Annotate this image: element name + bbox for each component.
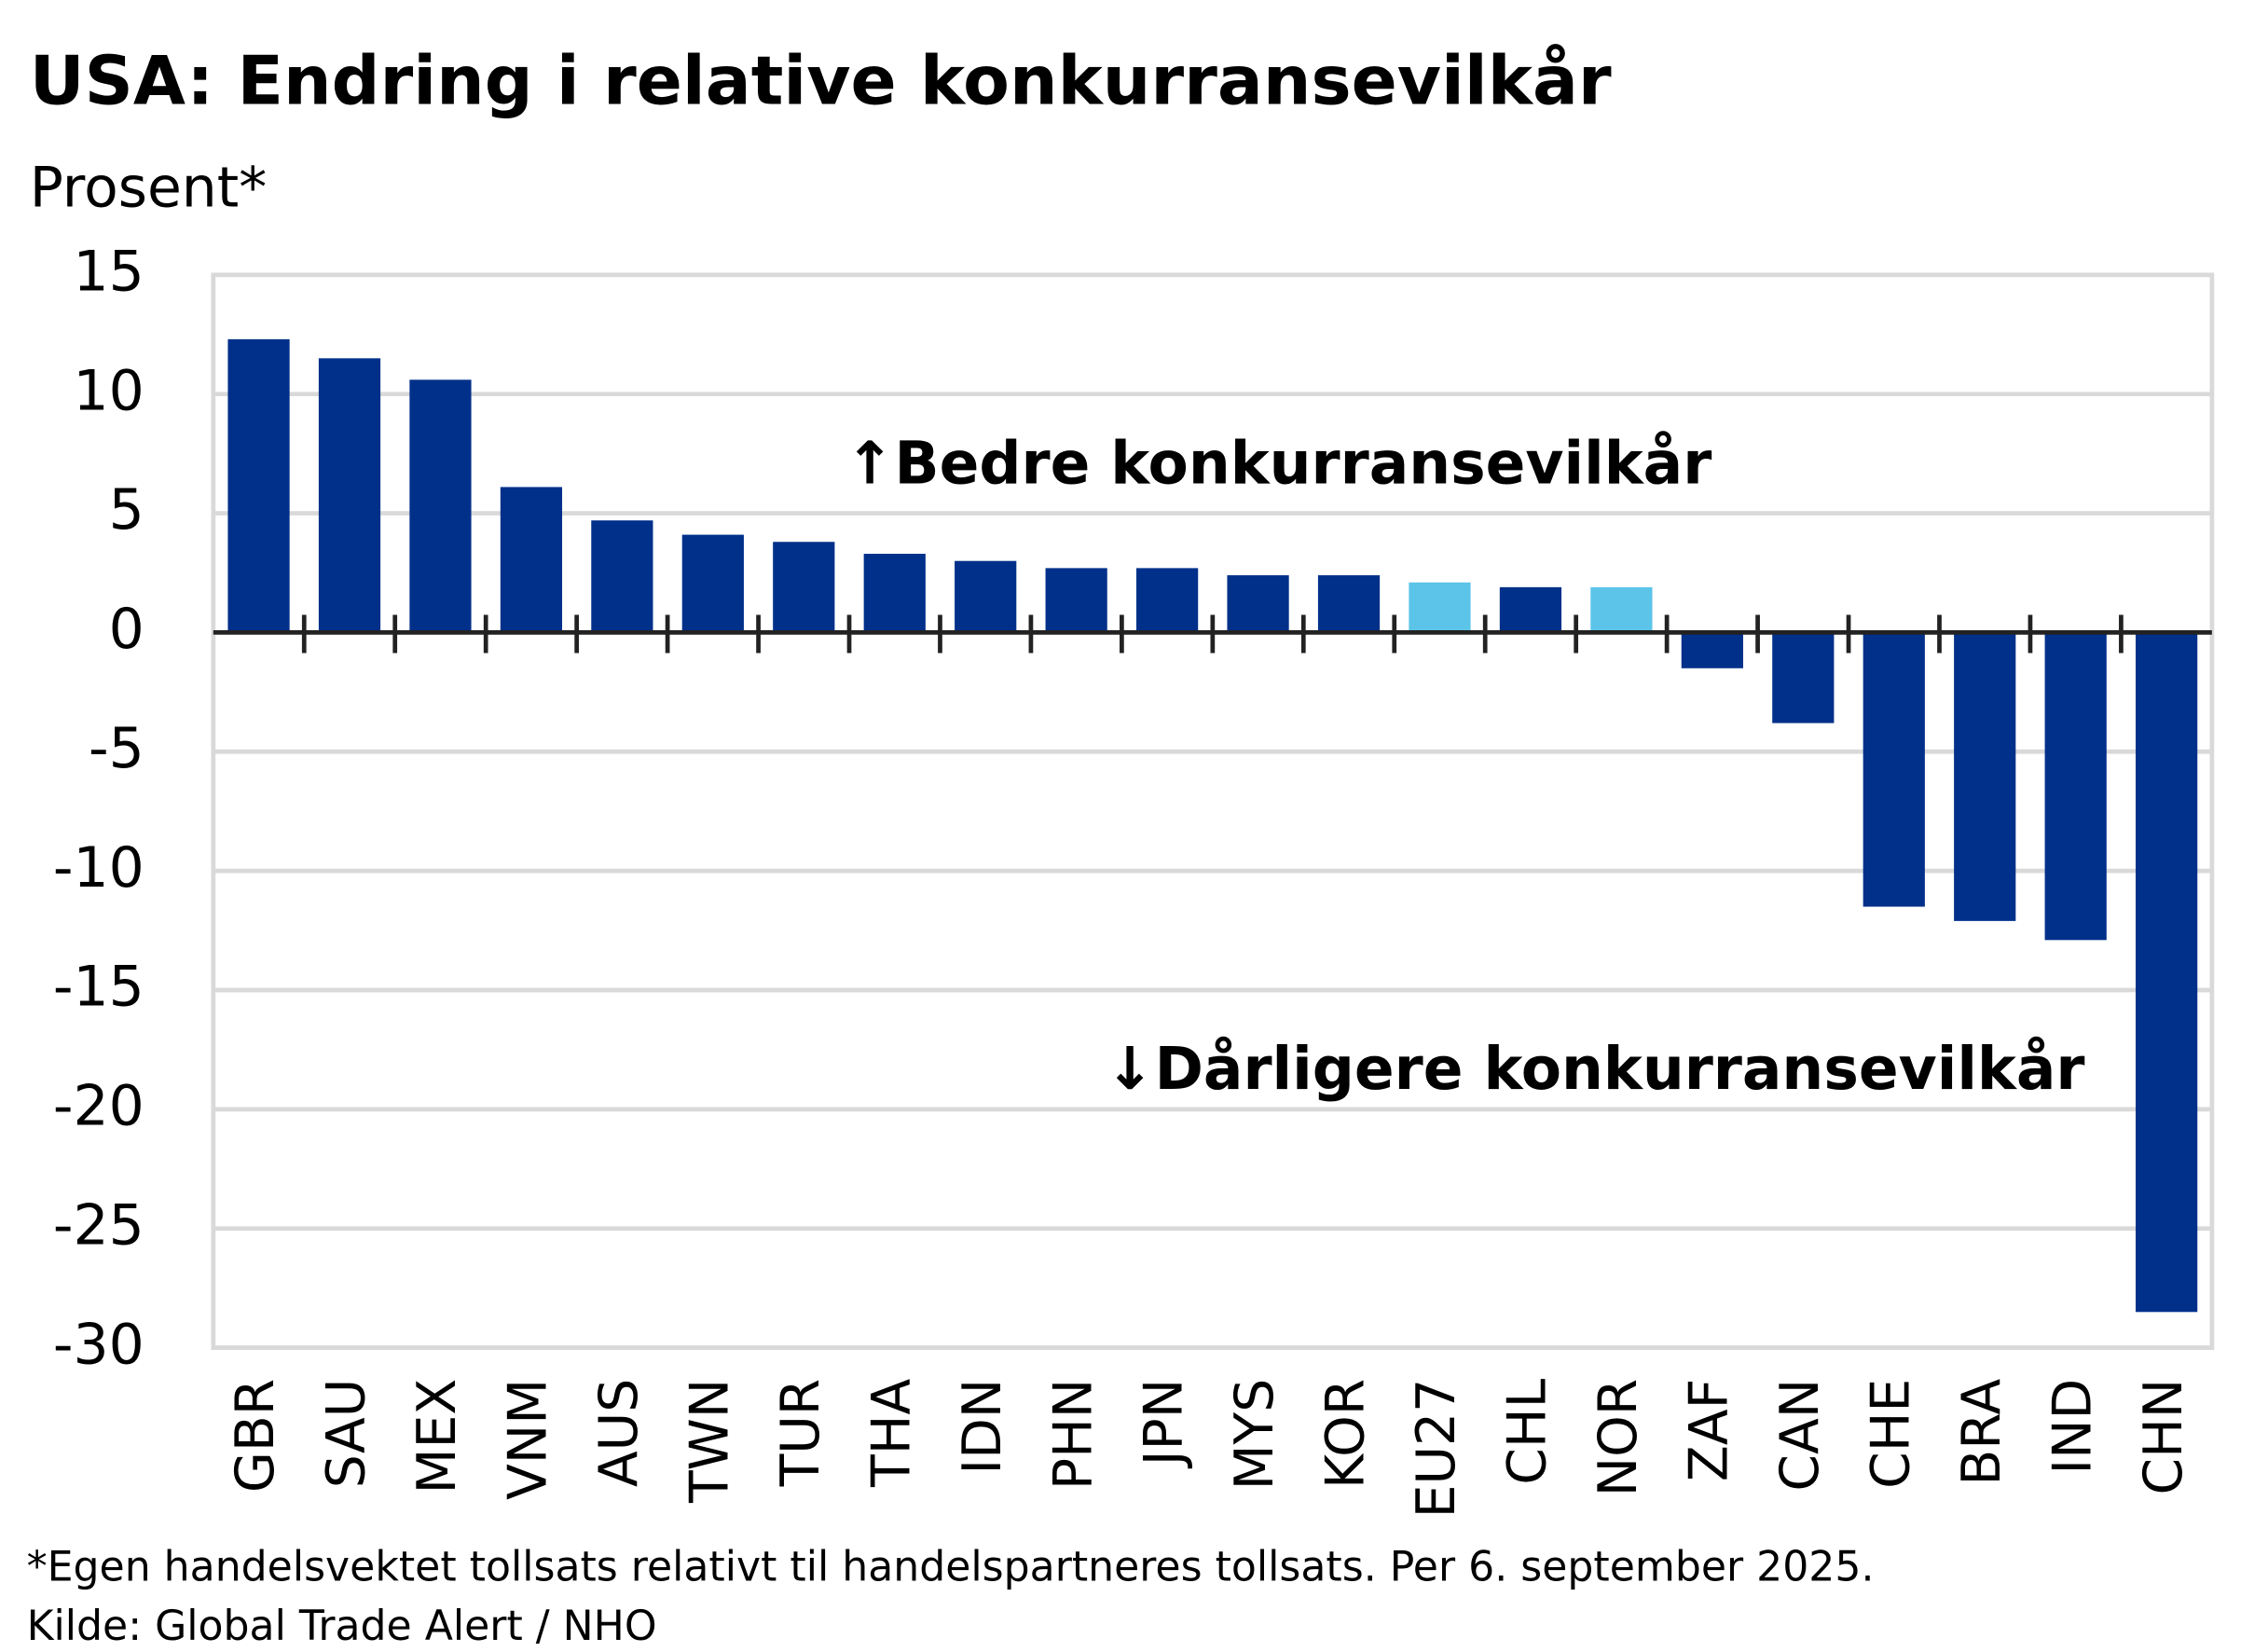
x-tick-label: IND bbox=[2041, 1379, 2103, 1475]
x-tick-label: CHL bbox=[1497, 1378, 1559, 1484]
y-tick-label: 10 bbox=[74, 358, 144, 423]
bar bbox=[1227, 575, 1289, 633]
x-tick-label: GBR bbox=[225, 1379, 286, 1493]
bar bbox=[1590, 586, 1653, 633]
x-tick-label: NOR bbox=[1588, 1379, 1649, 1497]
bar bbox=[2136, 632, 2198, 1313]
annotation: ↑Bedre konkurransevilkår bbox=[845, 428, 1712, 497]
y-tick-label: 15 bbox=[74, 239, 144, 304]
x-tick-label: EU27 bbox=[1406, 1379, 1467, 1519]
bar bbox=[681, 534, 744, 633]
bar bbox=[773, 542, 835, 633]
bar bbox=[318, 358, 381, 633]
chart-title: USA: Endring i relative konkurransevilkå… bbox=[30, 42, 1612, 120]
x-tick-label: MYS bbox=[1224, 1379, 1285, 1491]
y-tick-label: -10 bbox=[53, 835, 144, 901]
bar bbox=[227, 338, 290, 633]
y-tick-label: -15 bbox=[53, 955, 144, 1020]
footnote: *Egen handelsvektet tollsats relativt ti… bbox=[27, 1544, 1875, 1591]
bar bbox=[409, 379, 472, 633]
bar bbox=[1045, 568, 1107, 633]
y-tick-label: 0 bbox=[109, 597, 144, 662]
y-tick-label: 5 bbox=[109, 477, 144, 543]
x-tick-label: KOR bbox=[1315, 1379, 1377, 1489]
bar bbox=[1681, 632, 1743, 668]
source: Kilde: Global Trade Alert / NHO bbox=[27, 1603, 657, 1650]
x-tick-label: VNM bbox=[498, 1379, 559, 1500]
y-tick-label: -5 bbox=[89, 716, 144, 781]
x-tick-label: CHN bbox=[2133, 1379, 2194, 1495]
x-tick-label: TWN bbox=[679, 1379, 740, 1504]
x-tick-label: CAN bbox=[1769, 1379, 1831, 1492]
y-tick-label: -30 bbox=[53, 1312, 144, 1377]
x-tick-label: CHE bbox=[1860, 1379, 1921, 1489]
bar bbox=[1954, 632, 2016, 921]
y-tick-label: -25 bbox=[53, 1192, 144, 1258]
x-tick-label: AUS bbox=[588, 1379, 650, 1487]
x-tick-label: SAU bbox=[316, 1379, 378, 1488]
x-tick-label: ZAF bbox=[1678, 1379, 1739, 1481]
bar bbox=[1136, 568, 1199, 633]
x-tick-label: IDN bbox=[952, 1379, 1013, 1475]
chart-subtitle: Prosent* bbox=[30, 156, 267, 221]
bar bbox=[955, 560, 1017, 633]
x-tick-label: TUR bbox=[770, 1379, 832, 1488]
y-tick-label: -20 bbox=[53, 1074, 144, 1139]
bar bbox=[1772, 632, 1835, 723]
bar bbox=[1499, 586, 1562, 633]
annotation: ↓Dårligere konkurransevilkår bbox=[1106, 1034, 2085, 1103]
bar bbox=[591, 520, 653, 633]
x-tick-label: JPN bbox=[1134, 1379, 1195, 1468]
bar bbox=[2044, 632, 2107, 941]
bar bbox=[1863, 632, 1925, 907]
bar bbox=[1317, 575, 1381, 633]
bar bbox=[1409, 582, 1471, 633]
bar bbox=[863, 554, 926, 633]
x-tick-label: MEX bbox=[406, 1379, 468, 1494]
bars bbox=[227, 338, 2198, 1313]
x-tick-label: THA bbox=[860, 1379, 922, 1488]
bar bbox=[500, 487, 563, 633]
x-tick-label: PHN bbox=[1042, 1379, 1104, 1490]
x-tick-label: BRA bbox=[1951, 1379, 2013, 1486]
